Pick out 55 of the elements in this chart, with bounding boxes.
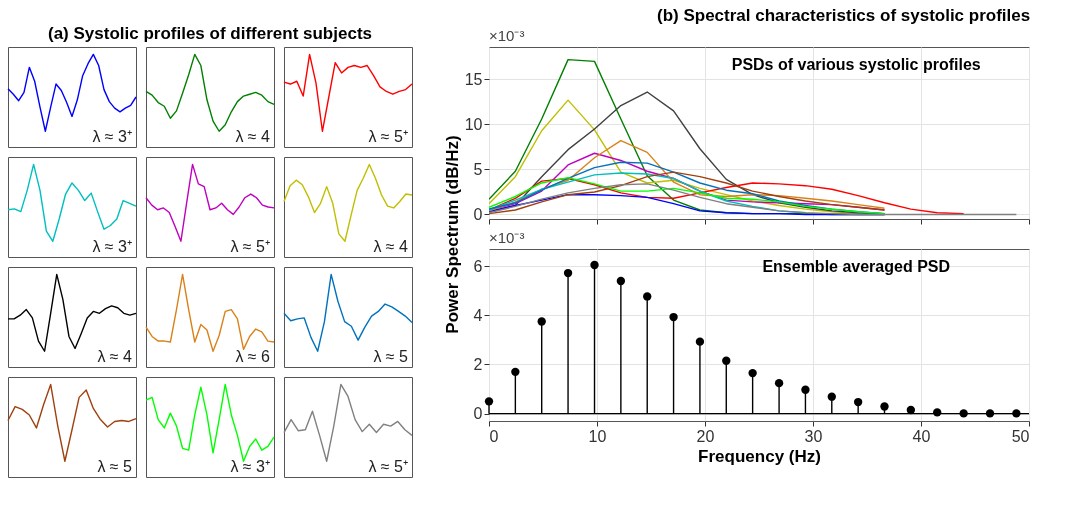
text: (a) Systolic profiles of different subjects [47, 23, 373, 43]
x-tick-label: 30 [804, 427, 823, 445]
annotation: λ ≈ 4 [97, 348, 133, 365]
point [985, 409, 995, 418]
line-series [489, 183, 1018, 216]
point [695, 337, 705, 346]
x-tick-label: 20 [696, 427, 715, 445]
annotation: λ ≈ 3⁺ [92, 238, 132, 255]
y-tick-label: 0 [473, 206, 483, 223]
point [722, 356, 731, 365]
annotation: Ensemble averaged PSD [762, 258, 951, 275]
line-series [489, 139, 886, 212]
y-tick-label: 6 [473, 257, 483, 275]
text: ×10⁻³ [489, 229, 525, 246]
point [880, 402, 889, 411]
point [906, 405, 916, 415]
y-tick-label: 10 [464, 115, 483, 133]
y-tick-label: 5 [473, 160, 483, 178]
y-tick-label: 2 [473, 355, 483, 373]
x-tick-label: 0 [489, 427, 499, 445]
point [643, 292, 652, 301]
point [827, 392, 836, 401]
point [748, 368, 757, 378]
annotation: λ ≈ 5 [373, 348, 409, 365]
point [774, 378, 784, 388]
point [484, 397, 494, 406]
point [853, 397, 863, 407]
point [563, 268, 573, 278]
point [933, 408, 942, 417]
chart-title: (b) Spectral characteristics of systolic profiles [657, 5, 1031, 25]
annotation: PSDs of various systolic profiles [731, 56, 981, 73]
point [669, 312, 678, 322]
point [801, 385, 810, 394]
point [537, 317, 546, 326]
annotation: λ ≈ 3⁺ [92, 128, 132, 145]
annotation: λ ≈ 4 [235, 128, 271, 145]
y-axis-title: Power Spectrum (dB/Hz) [442, 135, 462, 334]
annotation: λ ≈ 5⁺ [368, 128, 408, 145]
annotation: λ ≈ 5⁺ [368, 458, 408, 475]
point [511, 367, 520, 377]
x-axis-title: Frequency (Hz) [698, 446, 821, 466]
x-tick-label: 10 [588, 427, 607, 445]
point [616, 276, 626, 286]
x-tick-label: 40 [912, 427, 931, 445]
x-tick-label: 50 [1011, 427, 1030, 445]
point [590, 260, 599, 270]
annotation: λ ≈ 6 [235, 348, 271, 365]
y-tick-label: 4 [473, 306, 483, 324]
annotation: λ ≈ 3⁺ [230, 458, 270, 475]
annotation: λ ≈ 5⁺ [230, 238, 270, 255]
y-tick-label: 15 [464, 70, 483, 88]
annotation: λ ≈ 5 [97, 458, 133, 475]
text: ×10⁻³ [489, 27, 525, 44]
y-tick-label: 0 [473, 405, 483, 423]
annotation: λ ≈ 4 [373, 238, 409, 255]
